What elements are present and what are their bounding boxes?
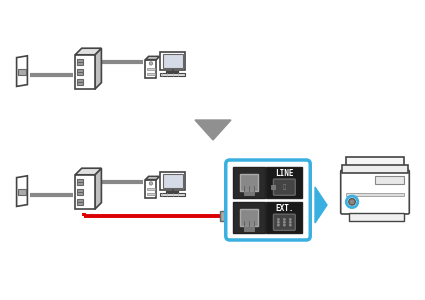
Polygon shape [75,48,102,55]
Circle shape [150,182,153,185]
Bar [233,167,264,198]
FancyBboxPatch shape [226,160,310,240]
FancyBboxPatch shape [220,211,232,221]
FancyBboxPatch shape [160,193,185,196]
Bar [375,176,404,184]
Polygon shape [195,120,231,140]
Circle shape [289,222,291,223]
Bar [147,73,155,75]
Polygon shape [342,165,408,173]
FancyBboxPatch shape [160,73,185,76]
FancyBboxPatch shape [341,170,409,214]
Bar [160,172,185,190]
FancyBboxPatch shape [240,209,258,226]
Bar [77,189,83,195]
Circle shape [283,224,285,226]
Text: ⬛: ⬛ [283,184,286,190]
Polygon shape [349,212,404,221]
Polygon shape [145,176,159,179]
Bar [163,54,183,68]
Circle shape [289,219,291,220]
Circle shape [278,222,279,223]
FancyBboxPatch shape [273,179,295,195]
Bar [18,189,26,195]
Circle shape [283,219,285,220]
Bar [77,199,83,205]
Bar [77,59,83,65]
Bar [75,55,95,89]
Bar [147,188,155,190]
Bar [160,52,185,70]
Circle shape [278,224,279,226]
Bar [75,175,95,209]
Circle shape [283,222,285,223]
Bar [145,179,156,198]
Bar [346,193,404,196]
Polygon shape [17,176,27,206]
Polygon shape [75,168,102,175]
Bar [147,68,155,70]
Polygon shape [17,56,27,86]
Bar [18,69,26,75]
Circle shape [278,219,279,220]
Bar [77,179,83,185]
Bar [271,185,275,189]
Bar [266,167,302,198]
Bar [147,193,155,195]
Bar [163,174,183,188]
FancyBboxPatch shape [240,174,258,191]
Polygon shape [95,168,102,209]
Bar [244,226,254,230]
Circle shape [150,62,153,65]
FancyBboxPatch shape [273,214,295,230]
Polygon shape [145,56,159,59]
Bar [233,202,264,233]
Bar [244,191,254,195]
Text: LINE: LINE [275,169,294,178]
Polygon shape [95,48,102,89]
Bar [77,79,83,85]
Circle shape [289,224,291,226]
Bar [77,69,83,75]
Text: EXT.: EXT. [275,204,294,213]
Polygon shape [315,187,327,223]
Bar [266,202,302,233]
Polygon shape [346,157,404,172]
Bar [145,59,156,78]
Circle shape [349,199,355,205]
Circle shape [346,196,358,208]
